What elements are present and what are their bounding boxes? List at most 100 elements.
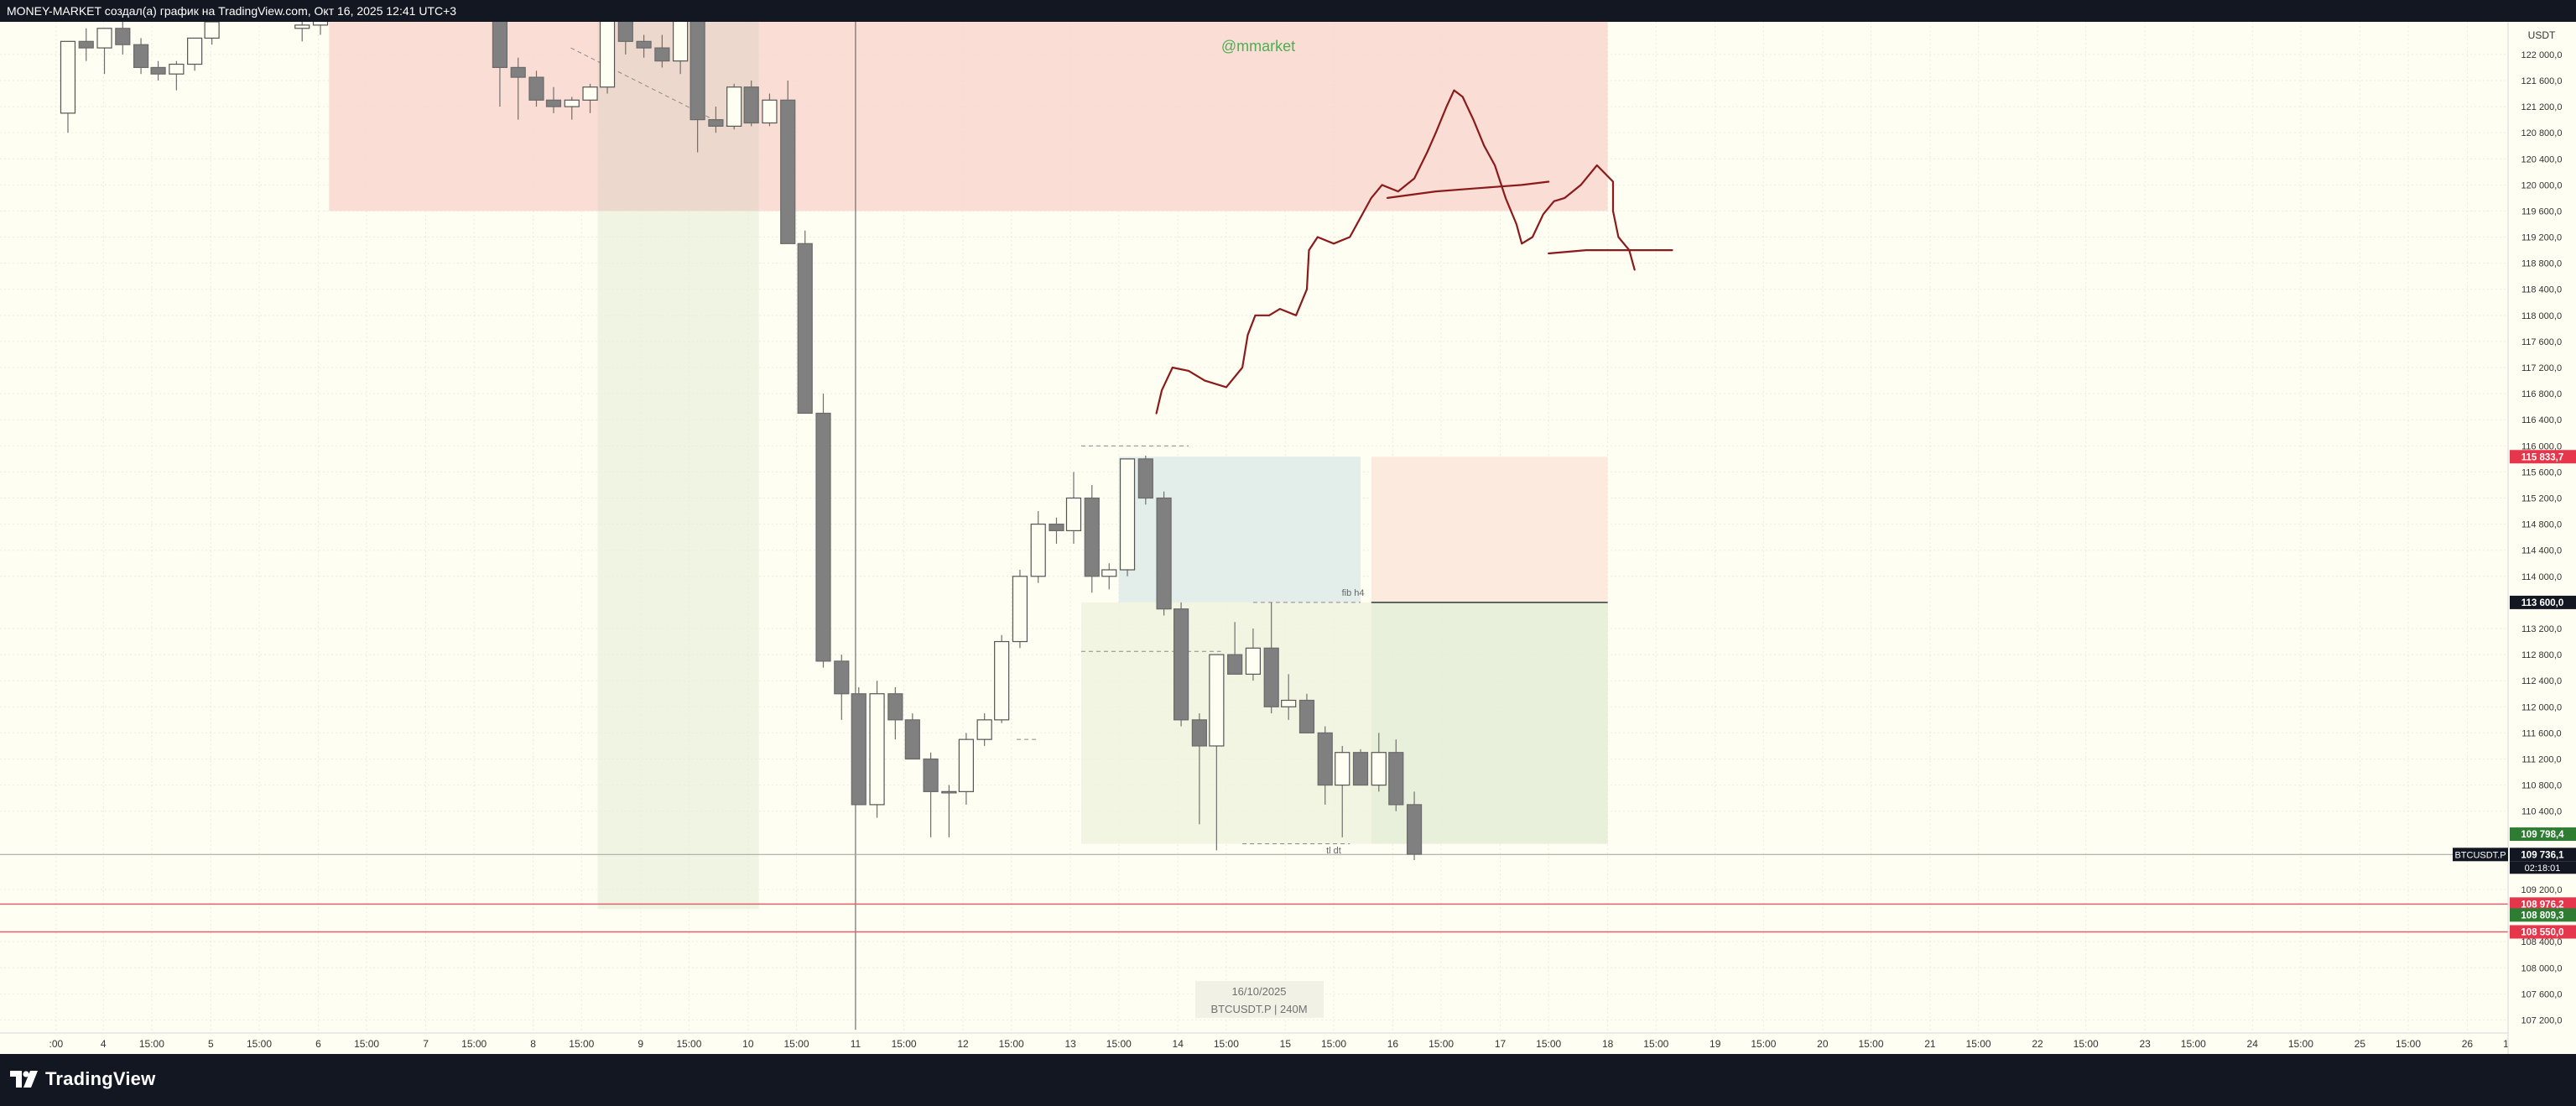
badge-price: 109 798,4 [2521, 830, 2564, 840]
x-tick-label: 17 [1495, 1038, 1507, 1050]
y-tick-label: 111 600,0 [2521, 728, 2561, 738]
candle-body [743, 86, 759, 124]
candle-down [528, 70, 544, 107]
y-tick-label: 112 400,0 [2521, 676, 2562, 686]
candle-down [815, 394, 831, 668]
x-tick-label: 14 [1173, 1038, 1184, 1050]
candle-up [1119, 458, 1136, 576]
entry-badge: 113 600,0 [2510, 595, 2576, 609]
candle-up [312, 22, 329, 35]
x-tick-label: 20 [1817, 1038, 1829, 1050]
x-tick-label: 18 [1602, 1038, 1614, 1050]
candle-body [1030, 524, 1046, 577]
candle-body [1263, 647, 1279, 707]
y-tick-label: 120 400,0 [2521, 154, 2563, 164]
horizontal-levels [0, 602, 2508, 933]
candle-body [1335, 752, 1350, 786]
x-tick-label: 15:00 [2288, 1038, 2313, 1050]
candle-body [78, 40, 94, 49]
x-tick-label: 15:00 [1536, 1038, 1561, 1050]
tradingview-logo[interactable]: TradingView [10, 1068, 155, 1090]
candle-body [617, 22, 633, 42]
candle-body [1317, 732, 1333, 786]
candle-body [708, 119, 724, 127]
bid-badge: 109 798,4 [2510, 827, 2576, 842]
date-stamp-bg [1195, 981, 1324, 1018]
candle-body [545, 99, 562, 107]
candle-body [1049, 524, 1064, 531]
y-tick-label: 114 000,0 [2521, 572, 2562, 582]
y-tick-label: 112 800,0 [2521, 650, 2562, 660]
x-tick-label: 26 [2462, 1038, 2474, 1050]
snr-badge-1: 108 976,2 [2510, 897, 2576, 911]
candle-down [708, 107, 724, 133]
chart-caption: MONEY-MARKET создал(а) график на Trading… [7, 4, 457, 18]
candle-body [834, 660, 850, 695]
candle-up [673, 22, 689, 75]
badge-bg [2510, 827, 2576, 842]
x-tick-label: 15:00 [892, 1038, 917, 1050]
candle-down [510, 57, 526, 120]
candle-up [1371, 733, 1387, 792]
y-tick-label: 112 000,0 [2521, 702, 2562, 712]
x-tick-label: 15:00 [1643, 1038, 1668, 1050]
supply-zone [329, 22, 1608, 211]
snr-badge-2: 108 809,3 [2510, 908, 2576, 922]
y-tick-label: 121 200,0 [2521, 102, 2563, 112]
candle-up [1335, 745, 1350, 837]
y-tick-label: 110 800,0 [2521, 781, 2562, 791]
y-axis-bg [2508, 22, 2576, 1054]
badge-bg [2510, 908, 2576, 922]
x-tick-label: 15:00 [1321, 1038, 1346, 1050]
candle-down [1352, 749, 1369, 786]
candle-down [1227, 622, 1243, 676]
candle-body [1084, 497, 1100, 577]
candle-up [1101, 563, 1117, 590]
blue-zone [1118, 456, 1361, 603]
x-tick-label: 15:00 [2181, 1038, 2206, 1050]
candle-up [1245, 629, 1262, 681]
date-stamp: 16/10/2025 BTCUSDT.P | 240M [1195, 981, 1324, 1018]
y-tick-label: 114 800,0 [2521, 520, 2562, 530]
candle-body [923, 758, 939, 792]
x-tick-label: 25 [2355, 1038, 2366, 1050]
candle-up [582, 83, 598, 113]
x-tick-label: 7 [423, 1038, 429, 1050]
y-tick-label: 117 600,0 [2521, 337, 2562, 347]
candle-body [582, 86, 598, 101]
candle-up [976, 713, 992, 746]
candle-down [492, 22, 508, 107]
candle-body [869, 693, 885, 806]
last-price-badge: 109 736,1 02:18:01 BTCUSDT.P [2453, 848, 2576, 874]
candle-up [204, 22, 220, 45]
y-tick-label: 118 400,0 [2521, 285, 2562, 295]
candle-down [1173, 602, 1189, 727]
x-tick-label: 15:00 [461, 1038, 487, 1050]
y-tick-label: 114 400,0 [2521, 546, 2562, 556]
badge-price: 113 600,0 [2521, 598, 2564, 608]
candle-down [887, 686, 903, 740]
candle-body [762, 99, 778, 124]
x-tick-label: 8 [530, 1038, 536, 1050]
symbol-tag: BTCUSDT.P [2454, 850, 2506, 860]
candle-body [1352, 752, 1369, 786]
watermark: @mmarket [1221, 38, 1295, 55]
x-tick-label: 16 [1387, 1038, 1399, 1050]
x-tick-label: 11 [851, 1038, 861, 1050]
fib-h4-label: fib h4 [1342, 588, 1365, 598]
badge-bg [2510, 595, 2576, 609]
candle-body [1227, 654, 1243, 676]
candle-down [690, 22, 705, 153]
candle-up [1065, 472, 1082, 544]
candle-down [1388, 739, 1404, 811]
drawing-stroke [1386, 180, 1550, 199]
badge-bg [2510, 848, 2576, 862]
candle-body [599, 22, 616, 88]
candle-down [1263, 602, 1279, 714]
candle-down [133, 38, 149, 75]
y-axis[interactable]: USDT 122 000,0 121 600,0 121 200,0 120 800,… [2507, 22, 2576, 1054]
x-tick-label: 15:00 [1214, 1038, 1239, 1050]
snr-badge-3: 108 550,0 [2510, 925, 2576, 939]
x-axis[interactable]: :00 4 15:00 5 15:00 6 15:00 7 15:00 8 15:00 9 15:00 1… [0, 1032, 2576, 1054]
